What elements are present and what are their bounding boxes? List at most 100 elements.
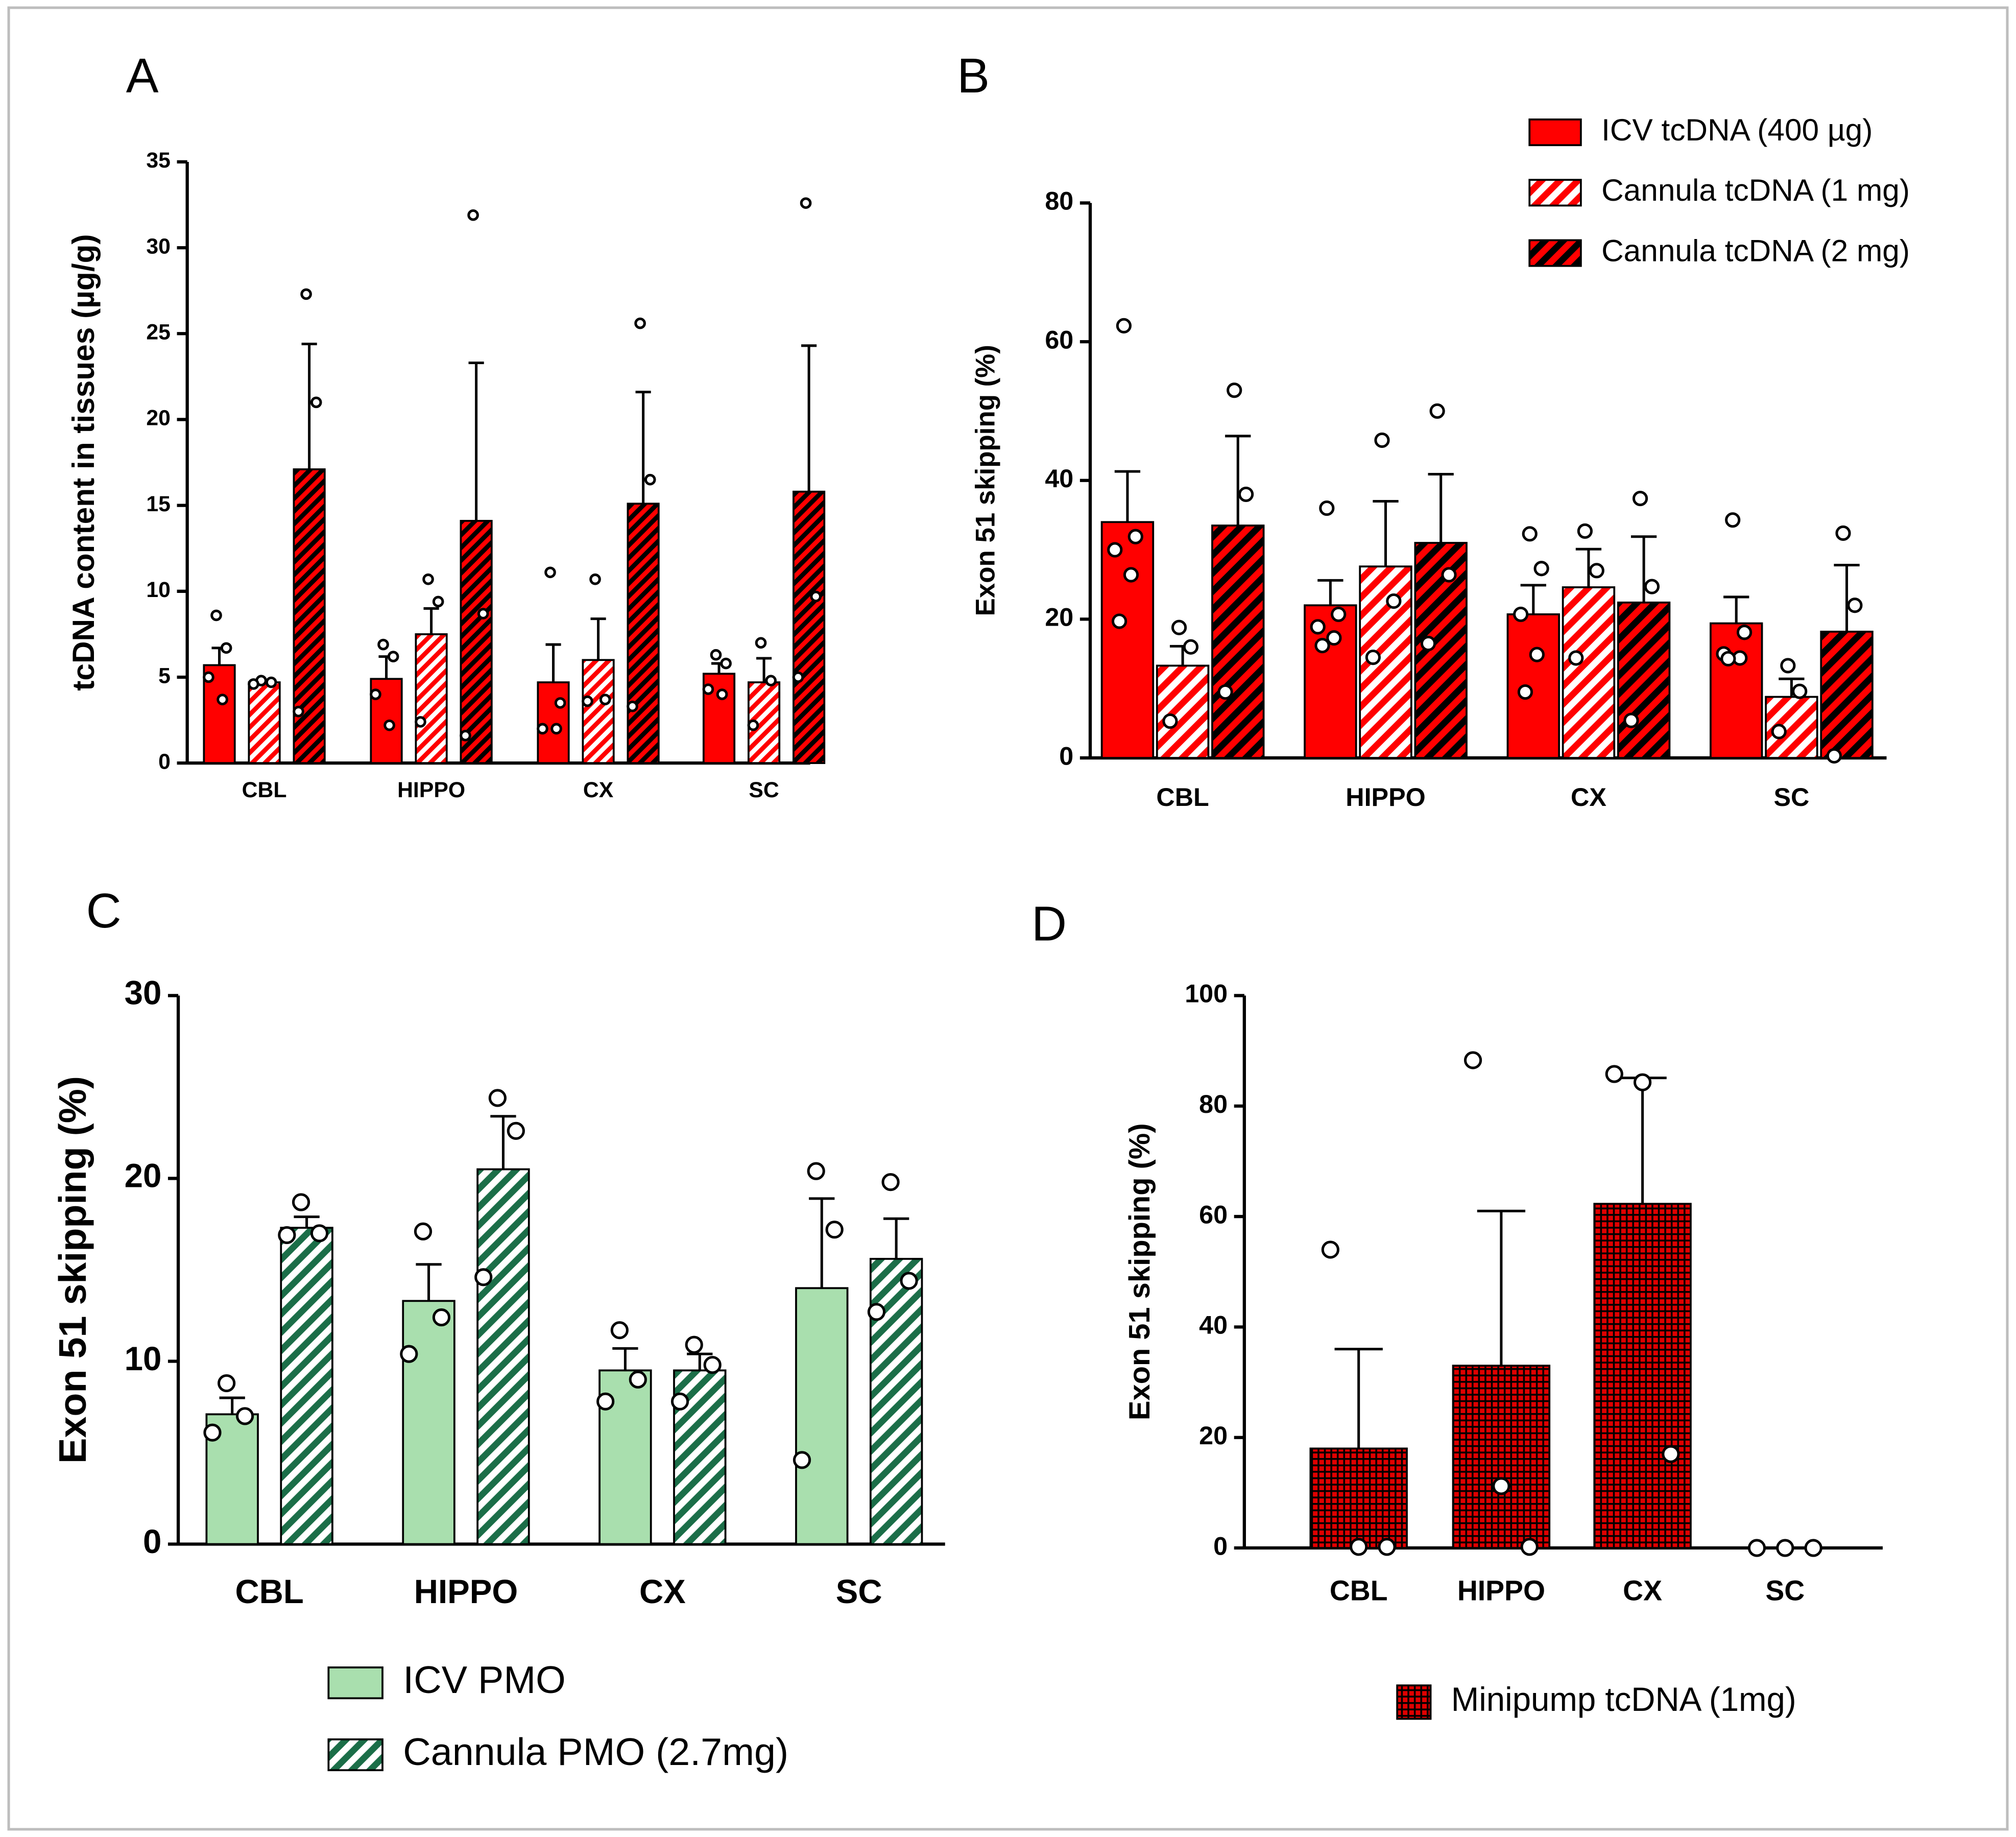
- data-point: [1517, 684, 1533, 700]
- data-point: [703, 1356, 722, 1374]
- data-point: [1116, 318, 1132, 333]
- x-tick-label: CX: [1623, 1575, 1662, 1607]
- data-point: [881, 1173, 900, 1191]
- y-tick-label: 0: [143, 1523, 161, 1560]
- bar: [1100, 521, 1155, 759]
- data-point: [554, 697, 566, 709]
- data-point: [1747, 1539, 1766, 1557]
- data-point: [1227, 383, 1242, 398]
- bar: [1156, 664, 1210, 759]
- legend-swatch: [1528, 239, 1582, 267]
- data-point: [1632, 490, 1648, 507]
- data-point: [415, 716, 426, 728]
- data-point: [1623, 712, 1639, 728]
- x-tick-label: SC: [1765, 1575, 1805, 1607]
- data-point: [807, 1162, 825, 1180]
- x-tick-label: HIPPO: [414, 1573, 518, 1610]
- data-point: [544, 566, 556, 579]
- panel-label: A: [126, 49, 159, 103]
- data-point: [377, 638, 389, 651]
- data-point: [1420, 635, 1436, 652]
- data-point: [755, 637, 767, 649]
- legend-label: Minipump tcDNA (1mg): [1451, 1681, 1796, 1718]
- data-point: [1374, 432, 1390, 448]
- data-point: [203, 1423, 222, 1442]
- data-point: [300, 288, 312, 300]
- data-point: [1589, 563, 1604, 579]
- data-point: [800, 197, 812, 209]
- data-point: [218, 1374, 236, 1393]
- data-point: [422, 573, 434, 585]
- data-point: [627, 700, 638, 712]
- data-point: [293, 705, 304, 718]
- data-point: [1577, 523, 1593, 539]
- data-point: [217, 694, 228, 706]
- legend-swatch: [1396, 1684, 1432, 1720]
- data-point: [210, 609, 222, 622]
- data-point: [278, 1226, 296, 1245]
- bar: [627, 503, 660, 765]
- x-tick-label: HIPPO: [397, 778, 465, 802]
- bar: [293, 468, 326, 765]
- y-axis-title: tcDNA content in tissues (µg/g): [66, 234, 101, 690]
- x-tick-label: CBL: [235, 1573, 303, 1610]
- x-tick-label: CX: [583, 778, 614, 802]
- data-point: [1720, 651, 1736, 666]
- data-point: [747, 719, 759, 731]
- data-point: [1725, 512, 1741, 528]
- data-point: [310, 396, 322, 409]
- data-point: [236, 1407, 254, 1425]
- x-tick-label: CBL: [1156, 782, 1209, 812]
- data-point: [432, 1308, 451, 1327]
- data-point: [716, 688, 728, 700]
- data-point: [1183, 639, 1199, 655]
- data-point: [537, 723, 548, 735]
- y-tick-label: 60: [1199, 1200, 1228, 1229]
- data-point: [1835, 525, 1851, 541]
- y-tick-label: 20: [146, 406, 171, 431]
- x-tick-label: HIPPO: [1457, 1575, 1545, 1607]
- y-tick-label: 30: [146, 234, 171, 258]
- data-point: [793, 1451, 811, 1469]
- data-point: [1441, 567, 1457, 583]
- bar: [1506, 613, 1560, 759]
- data-point: [1429, 403, 1445, 419]
- data-point: [1771, 724, 1787, 739]
- data-point: [1520, 1538, 1539, 1556]
- legend-label: Cannula tcDNA (1 mg): [1601, 173, 1910, 207]
- y-tick-label: 5: [158, 663, 171, 688]
- data-point: [203, 671, 214, 683]
- data-point: [310, 1224, 329, 1243]
- bar: [1617, 601, 1671, 759]
- y-tick-label: 10: [125, 1340, 162, 1377]
- data-point: [387, 651, 399, 662]
- data-point: [1171, 619, 1187, 635]
- data-point: [474, 1268, 493, 1286]
- data-point: [1378, 1538, 1396, 1556]
- bar: [1562, 586, 1616, 759]
- y-tick-label: 10: [146, 578, 171, 602]
- x-tick-label: CBL: [1330, 1575, 1388, 1607]
- data-point: [1780, 658, 1796, 674]
- y-tick-label: 0: [1059, 741, 1073, 770]
- data-point: [1492, 1477, 1510, 1495]
- x-tick-label: SC: [1773, 782, 1809, 812]
- bar: [793, 490, 826, 765]
- y-tick-label: 20: [125, 1157, 162, 1195]
- data-point: [1605, 1065, 1623, 1083]
- data-point: [1365, 650, 1381, 665]
- data-point: [370, 688, 381, 700]
- legend-label: ICV PMO: [403, 1658, 566, 1701]
- y-tick-label: 0: [158, 749, 171, 774]
- y-tick-label: 80: [1199, 1089, 1228, 1118]
- data-point: [1662, 1445, 1680, 1463]
- legend-label: Cannula PMO (2.7mg): [403, 1730, 788, 1773]
- data-point: [792, 671, 804, 683]
- data-point: [1463, 1051, 1482, 1069]
- data-point: [1568, 650, 1584, 666]
- data-point: [1238, 486, 1254, 503]
- data-point: [596, 1392, 615, 1411]
- data-point: [1310, 619, 1326, 635]
- data-point: [488, 1089, 507, 1107]
